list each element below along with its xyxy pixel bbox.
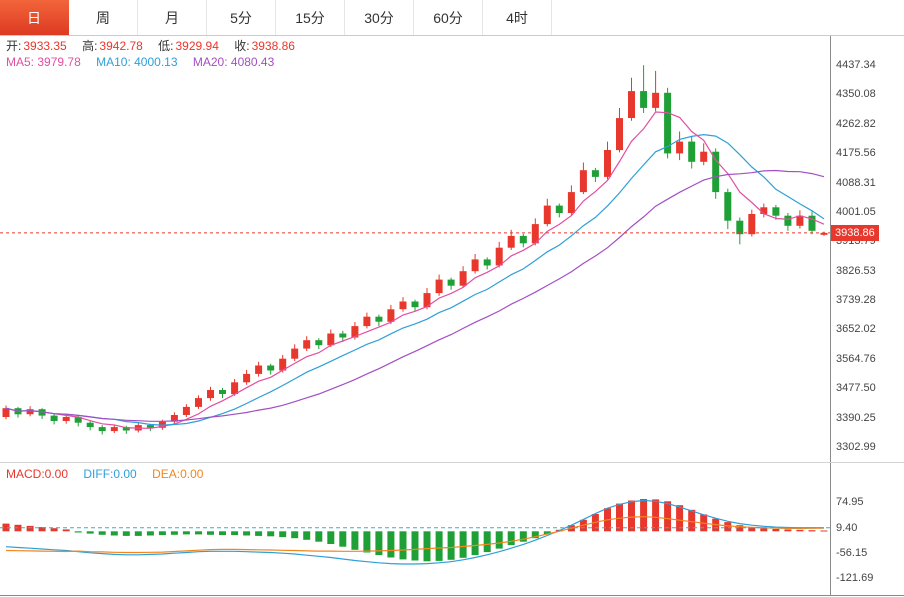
panel-separator (0, 462, 904, 463)
ma20-value: MA20: 4080.43 (192, 55, 275, 69)
last-price-tag: 3938.86 (831, 224, 879, 241)
y-axis-tick: 4350.08 (836, 88, 876, 101)
candles (2, 65, 828, 435)
tab-day-label: 日 (27, 9, 41, 26)
diff-line (5, 499, 824, 565)
ma20-line (5, 169, 825, 422)
macd-axis-tick: -56.15 (836, 546, 868, 559)
macd-value: MACD:0.00 (6, 467, 69, 481)
macd-axis-tick: 9.40 (836, 521, 858, 534)
y-axis-tick: 3826.53 (836, 264, 876, 277)
candlestick-chart[interactable] (0, 36, 830, 462)
y-axis-tick: 4437.34 (836, 59, 876, 72)
tab-5min-label: 5分 (230, 9, 252, 26)
tab-week[interactable]: 周 (69, 0, 138, 35)
tab-30min[interactable]: 30分 (345, 0, 414, 35)
tab-60min[interactable]: 60分 (414, 0, 483, 35)
tab-60min-label: 60分 (433, 9, 463, 26)
ma10-value: MA10: 4000.13 (96, 55, 178, 69)
low-value: 低: 3929.94 (158, 39, 219, 53)
ma5-line (5, 111, 825, 429)
y-axis-line (830, 36, 831, 595)
tab-15min[interactable]: 15分 (276, 0, 345, 35)
y-axis-tick: 3390.25 (836, 411, 876, 424)
y-axis-tick: 3302.99 (836, 440, 876, 453)
y-axis-tick: 4001.05 (836, 205, 876, 218)
chart-bottom-border (0, 595, 904, 596)
y-axis-tick: 4175.56 (836, 147, 876, 160)
dea-line (5, 516, 825, 554)
tab-4hour[interactable]: 4时 (483, 0, 552, 35)
tab-15min-label: 15分 (295, 9, 325, 26)
tab-month-label: 月 (165, 9, 179, 26)
tab-week-label: 周 (96, 9, 110, 26)
macd-legend: MACD:0.00 DIFF:0.00 DEA:0.00 (6, 467, 215, 482)
macd-axis-tick: 74.95 (836, 496, 864, 509)
tab-4hour-label: 4时 (506, 9, 528, 26)
macd-chart[interactable] (0, 463, 830, 597)
close-value: 收: 3938.86 (234, 39, 295, 53)
macd-axis-tick: -121.69 (836, 572, 874, 585)
ma-legend: MA5: 3979.78 MA10: 4000.13 MA20: 4080.43 (6, 55, 286, 70)
open-value: 开: 3933.35 (6, 39, 67, 53)
dea-value: DEA:0.00 (152, 467, 204, 481)
y-axis-tick: 3564.76 (836, 352, 876, 365)
ma5-value: MA5: 3979.78 (6, 55, 81, 69)
y-axis-tick: 4088.31 (836, 176, 876, 189)
tab-30min-label: 30分 (364, 9, 394, 26)
diff-value: DIFF:0.00 (83, 467, 137, 481)
chart-area: 开: 3933.35 高: 3942.78 低: 3929.94 收: 3938.86 … (0, 36, 904, 597)
tab-5min[interactable]: 5分 (207, 0, 276, 35)
high-value: 高: 3942.78 (82, 39, 143, 53)
ohlc-legend: 开: 3933.35 高: 3942.78 低: 3929.94 收: 3938.86 (6, 39, 307, 54)
y-axis-tick: 3739.28 (836, 294, 876, 307)
ma10-line (5, 133, 825, 426)
y-axis-tick: 3477.50 (836, 382, 876, 395)
tab-month[interactable]: 月 (138, 0, 207, 35)
y-axis-tick: 3652.02 (836, 323, 876, 336)
macd-histogram (2, 499, 828, 562)
tab-day[interactable]: 日 (0, 0, 69, 35)
timeframe-toolbar: 日 周 月 5分 15分 30分 60分 4时 (0, 0, 904, 36)
y-axis-tick: 4262.82 (836, 117, 876, 130)
